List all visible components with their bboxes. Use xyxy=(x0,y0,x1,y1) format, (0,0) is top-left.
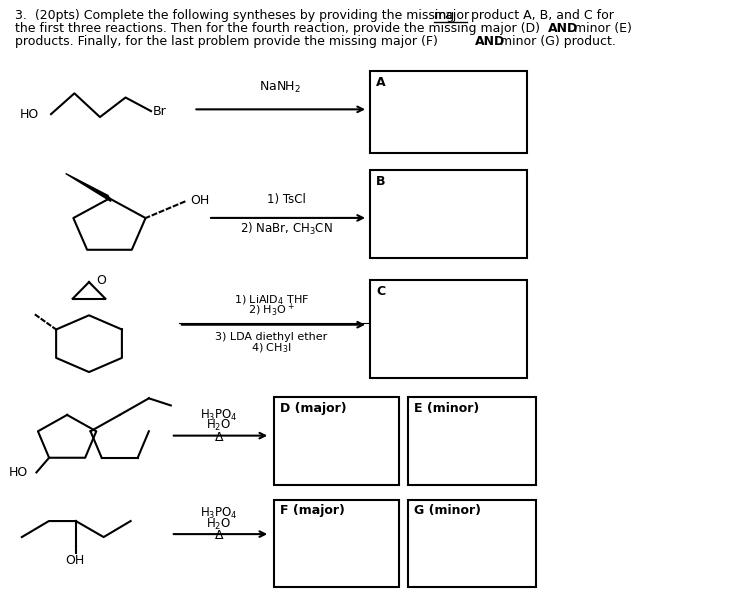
Text: major: major xyxy=(434,8,470,21)
Text: E (minor): E (minor) xyxy=(414,402,479,415)
Text: minor (G) product.: minor (G) product. xyxy=(496,35,616,48)
Bar xyxy=(370,170,527,257)
Text: OH: OH xyxy=(66,554,85,567)
Bar xyxy=(408,499,536,588)
Text: 3) LDA diethyl ether: 3) LDA diethyl ether xyxy=(216,332,328,342)
Text: products. Finally, for the last problem provide the missing major (F): products. Finally, for the last problem … xyxy=(15,35,441,48)
Text: B: B xyxy=(376,175,386,188)
Text: H$_2$O: H$_2$O xyxy=(207,517,232,532)
Text: 1) LiAlD$_4$ THF: 1) LiAlD$_4$ THF xyxy=(234,293,309,307)
Bar xyxy=(274,397,399,485)
Text: minor (E): minor (E) xyxy=(570,21,631,35)
Text: Δ: Δ xyxy=(215,529,224,542)
Text: G (minor): G (minor) xyxy=(414,504,481,517)
Text: 4) CH$_3$I: 4) CH$_3$I xyxy=(251,342,292,355)
Text: D (major): D (major) xyxy=(280,402,347,415)
Text: Br: Br xyxy=(152,105,166,117)
Text: H$_2$O: H$_2$O xyxy=(207,418,232,433)
Text: the first three reactions. Then for the fourth reaction, provide the missing maj: the first three reactions. Then for the … xyxy=(15,21,544,35)
Text: 1) TsCl: 1) TsCl xyxy=(267,193,306,206)
Text: HO: HO xyxy=(20,108,39,120)
Text: HO: HO xyxy=(9,466,28,479)
Text: O: O xyxy=(96,274,106,287)
Text: F (major): F (major) xyxy=(280,504,345,517)
Polygon shape xyxy=(66,173,111,201)
Text: product A, B, and C for: product A, B, and C for xyxy=(467,8,614,21)
Bar xyxy=(274,499,399,588)
Text: AND: AND xyxy=(474,35,505,48)
Text: 2) H$_3$O$^+$: 2) H$_3$O$^+$ xyxy=(248,300,295,318)
Text: Δ: Δ xyxy=(215,431,224,444)
Bar xyxy=(408,397,536,485)
Text: 2) NaBr, CH$_3$CN: 2) NaBr, CH$_3$CN xyxy=(240,221,333,237)
Text: A: A xyxy=(376,76,386,89)
Text: H$_3$PO$_4$: H$_3$PO$_4$ xyxy=(200,408,238,423)
Text: 3.  (20pts) Complete the following syntheses by providing the missing: 3. (20pts) Complete the following synthe… xyxy=(15,8,458,21)
Text: OH: OH xyxy=(190,194,210,207)
Text: NaNH$_2$: NaNH$_2$ xyxy=(259,80,301,95)
Text: AND: AND xyxy=(548,21,578,35)
Bar xyxy=(370,280,527,378)
Text: C: C xyxy=(376,285,385,298)
Bar xyxy=(370,71,527,153)
Text: H$_3$PO$_4$: H$_3$PO$_4$ xyxy=(200,506,238,521)
